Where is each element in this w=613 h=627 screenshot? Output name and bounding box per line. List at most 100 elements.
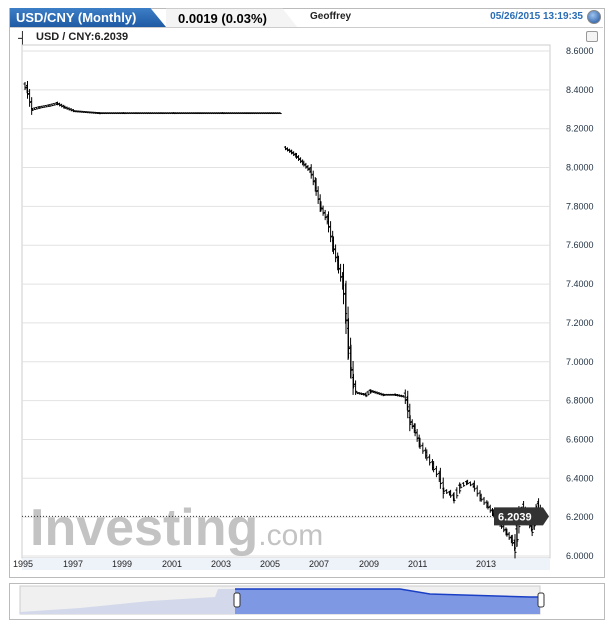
ohlc-bar <box>166 112 170 115</box>
ohlc-bar <box>413 423 417 437</box>
ohlc-bar <box>44 104 48 108</box>
divider <box>10 27 603 28</box>
ohlc-bar <box>304 162 308 169</box>
ohlc-bar <box>347 318 350 359</box>
y-tick-label: 7.0000 <box>566 357 594 367</box>
ohlc-bar <box>120 112 124 115</box>
ohlc-bar <box>359 392 363 396</box>
y-tick-label: 8.2000 <box>566 124 594 134</box>
ohlc-bar <box>441 477 445 499</box>
ohlc-bar <box>75 110 79 113</box>
ohlc-bar <box>149 112 153 115</box>
ohlc-bar <box>387 393 391 396</box>
ohlc-icon: ┤ <box>18 31 27 45</box>
ohlc-bar <box>366 390 370 396</box>
ohlc-bar <box>260 112 264 115</box>
ohlc-bar <box>241 112 245 115</box>
minimize-button[interactable] <box>586 31 598 42</box>
ohlc-bar <box>215 112 219 115</box>
x-tick-label: 2011 <box>408 559 427 569</box>
ohlc-bar <box>83 111 87 113</box>
ohlc-bar <box>38 106 42 109</box>
ohlc-bar <box>371 390 375 393</box>
ohlc-bar <box>221 112 225 115</box>
ohlc-bar <box>81 110 85 113</box>
ohlc-bar <box>290 149 294 155</box>
ohlc-bar <box>153 112 157 115</box>
ohlc-bar <box>272 112 276 115</box>
x-tick-label: 1999 <box>112 559 132 569</box>
ohlc-bar <box>452 492 456 504</box>
ohlc-bar <box>334 244 338 263</box>
ohlc-bar <box>95 112 99 114</box>
ohlc-bar <box>256 112 260 115</box>
ohlc-bar <box>327 211 330 233</box>
ohlc-bar <box>155 112 159 115</box>
ohlc-bar <box>194 112 198 115</box>
ohlc-bar <box>118 112 122 115</box>
ohlc-bar <box>108 112 112 115</box>
ohlc-bar <box>479 493 483 502</box>
ohlc-bar <box>344 280 348 335</box>
ohlc-bar <box>266 112 270 115</box>
ohlc-bar <box>98 112 101 115</box>
ohlc-bar <box>319 201 323 212</box>
ohlc-bar <box>188 112 192 115</box>
ohlc-bar <box>65 106 69 110</box>
ohlc-bar <box>373 390 377 394</box>
x-tick-label: 1997 <box>63 559 83 569</box>
ohlc-bar <box>262 112 266 115</box>
ohlc-bar <box>145 112 149 115</box>
ohlc-bar <box>205 112 209 115</box>
y-tick-label: 7.8000 <box>566 201 594 211</box>
ohlc-bar <box>201 112 205 115</box>
ohlc-bar <box>33 107 37 111</box>
ohlc-bar <box>502 524 506 533</box>
ohlc-bar <box>462 482 466 487</box>
ohlc-bar <box>143 112 147 115</box>
ohlc-bar <box>385 393 389 396</box>
ohlc-bar <box>337 255 340 274</box>
ohlc-bar <box>449 489 453 498</box>
ohlc-bar <box>203 112 207 115</box>
ohlc-bar <box>60 103 64 108</box>
y-tick-label: 6.4000 <box>566 473 594 483</box>
ohlc-bar <box>110 112 114 115</box>
ohlc-bar <box>116 112 120 115</box>
ohlc-bar <box>391 393 395 396</box>
ohlc-bar <box>217 112 221 115</box>
ohlc-bar <box>233 112 237 115</box>
ohlc-bar <box>274 112 278 115</box>
globe-icon[interactable] <box>587 10 601 24</box>
plot-area <box>21 44 551 559</box>
navigator-handle <box>537 592 545 608</box>
ohlc-bar <box>475 485 479 497</box>
ohlc-bar <box>85 111 89 114</box>
ohlc-bar <box>383 393 387 396</box>
ohlc-bar <box>309 164 313 179</box>
ohlc-bar <box>106 112 110 115</box>
ohlc-bar <box>31 107 34 111</box>
navigator-history <box>20 589 235 614</box>
ohlc-bar <box>403 389 407 404</box>
ohlc-bar <box>246 112 249 115</box>
ohlc-bar <box>180 112 184 115</box>
y-tick-label: 6.8000 <box>566 396 594 406</box>
ohlc-bar <box>394 393 397 396</box>
ohlc-bar <box>292 151 296 157</box>
y-tick-label: 7.6000 <box>566 240 594 250</box>
ohlc-bar <box>410 419 414 429</box>
chart-title-tab[interactable]: USD/CNY (Monthly) <box>10 8 166 27</box>
ohlc-bar <box>190 112 194 115</box>
ohlc-bar <box>26 80 29 99</box>
ohlc-bar <box>178 112 182 115</box>
ohlc-bar <box>207 112 211 115</box>
ohlc-bar <box>63 105 67 109</box>
y-tick-label: 8.0000 <box>566 163 594 173</box>
ohlc-bar <box>93 111 97 114</box>
ohlc-bar <box>258 112 262 115</box>
ohlc-bar <box>364 392 368 398</box>
ohlc-bar <box>286 147 290 152</box>
ohlc-bar <box>48 104 52 107</box>
ohlc-bar <box>332 236 335 255</box>
